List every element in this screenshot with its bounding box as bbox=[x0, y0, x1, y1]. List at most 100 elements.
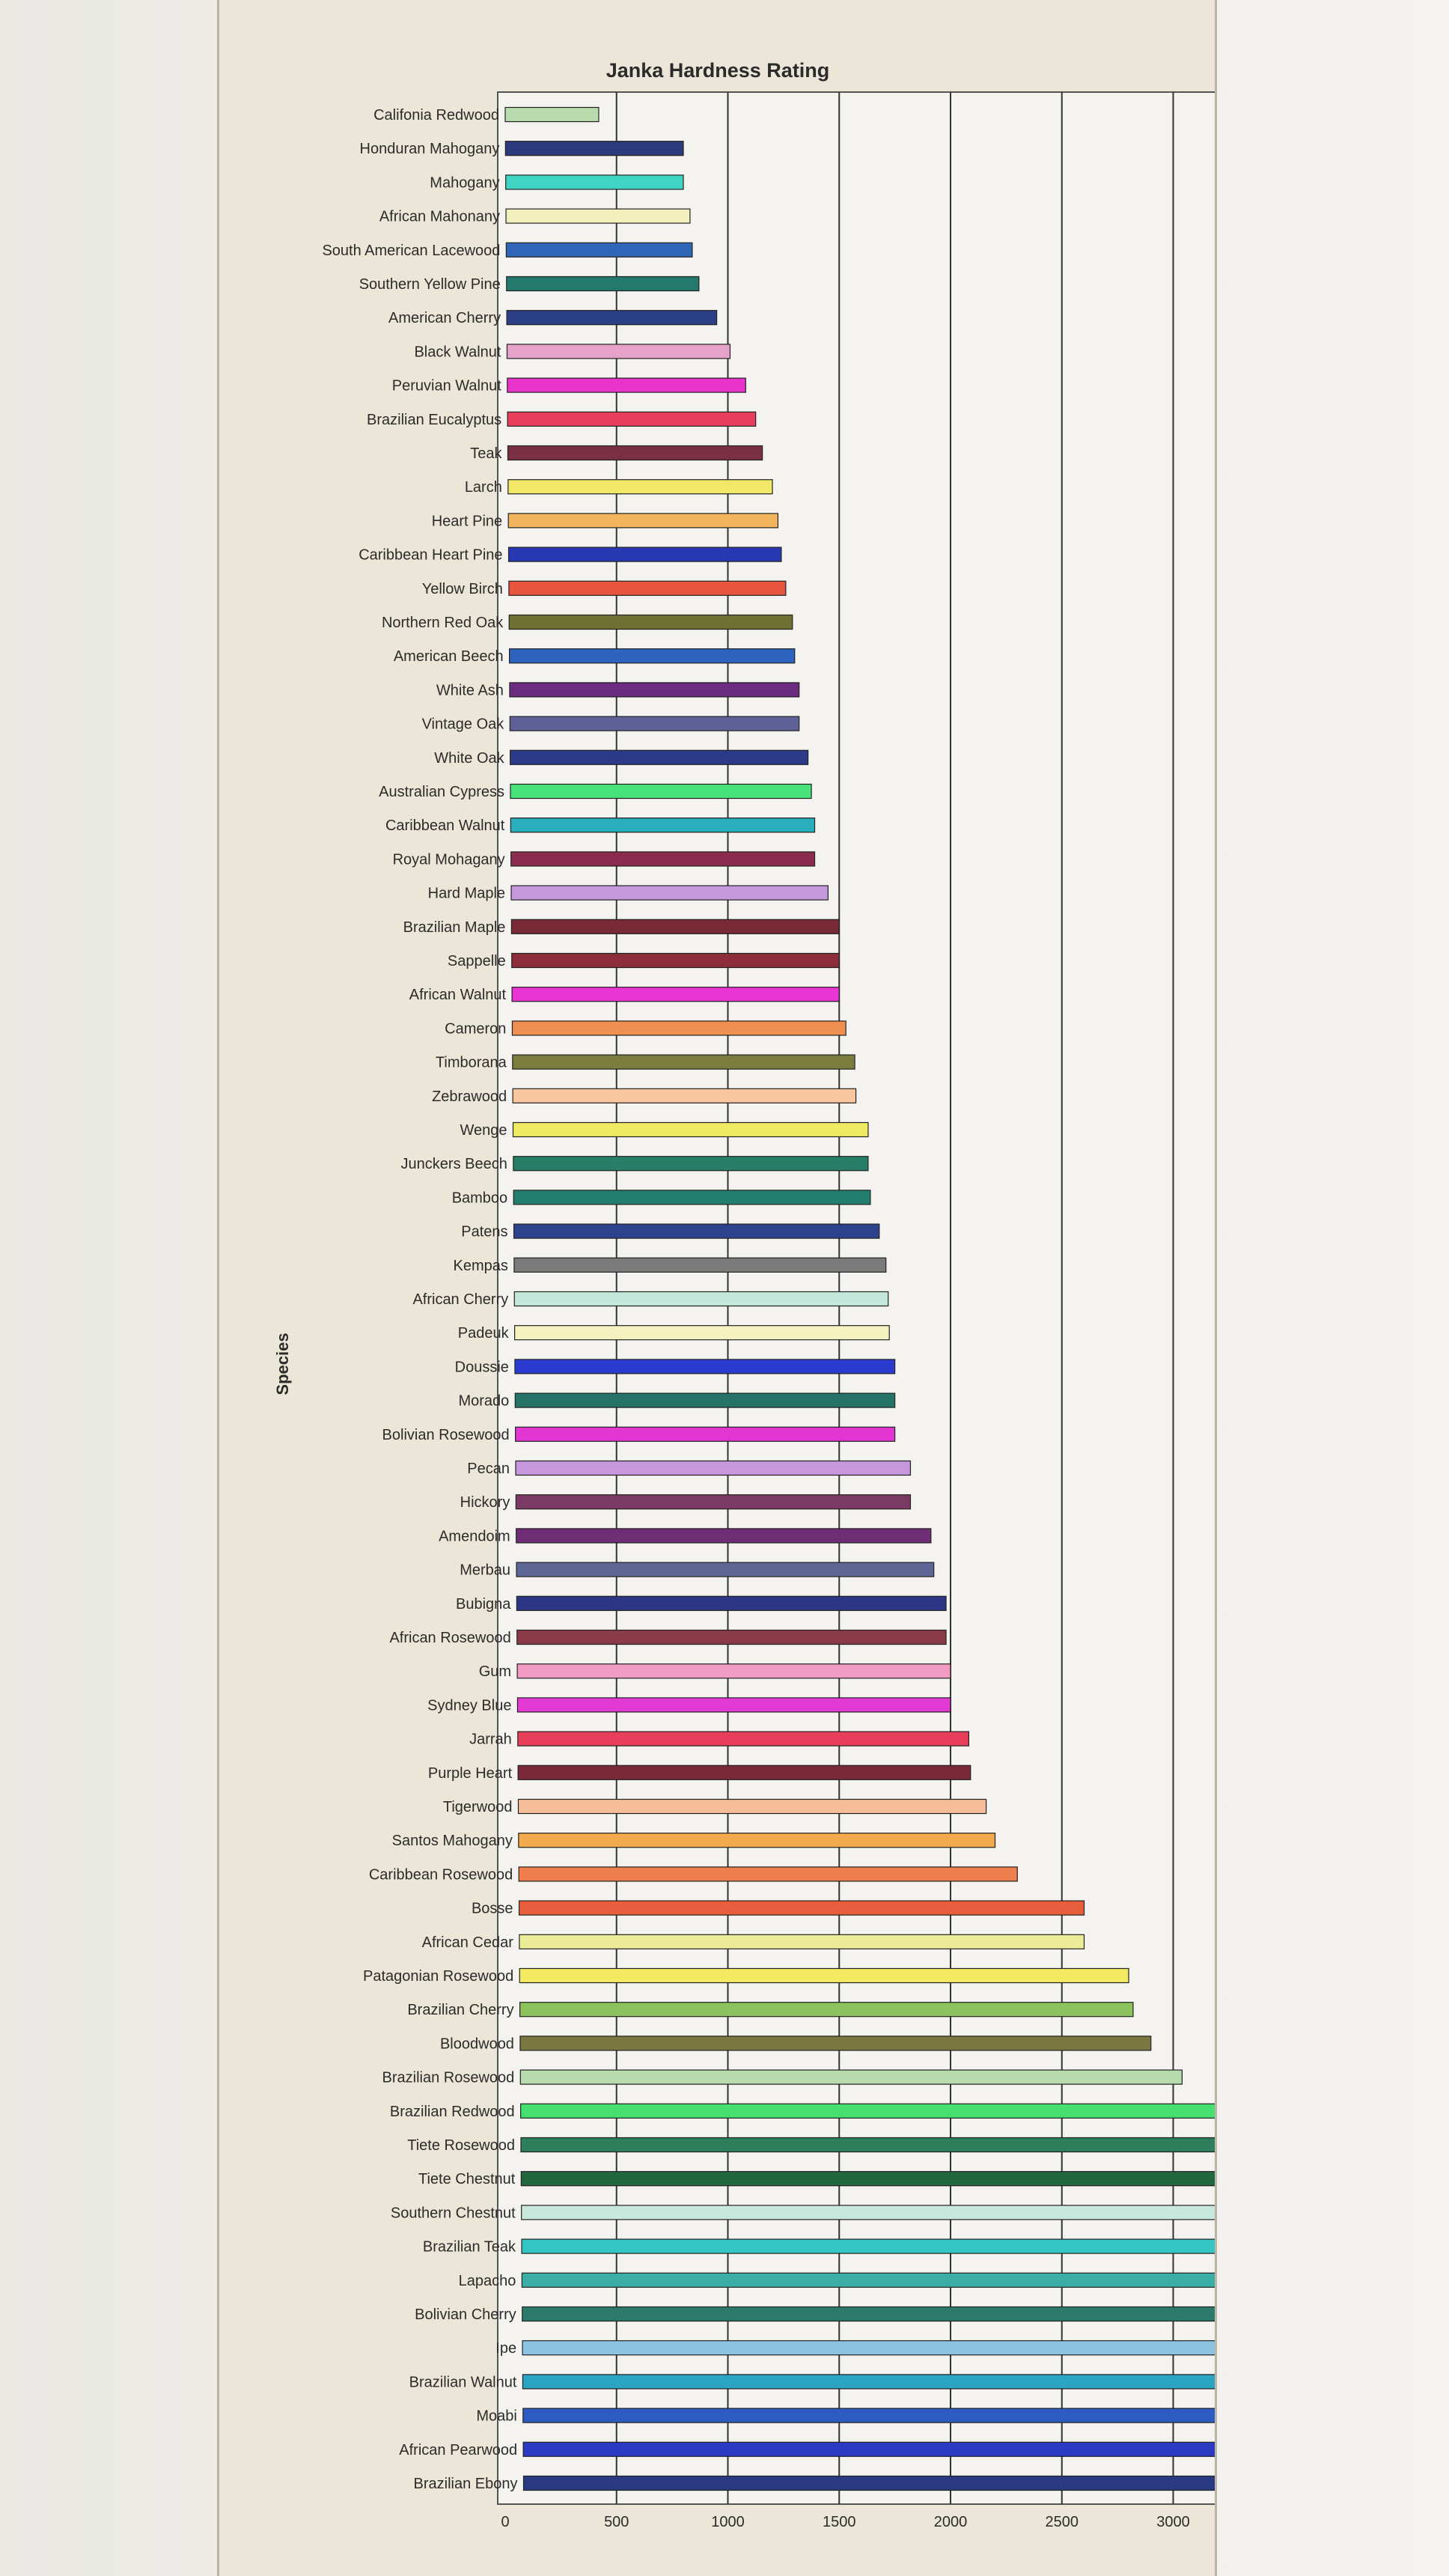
bar bbox=[522, 2475, 1215, 2491]
bar bbox=[510, 749, 809, 765]
bar bbox=[514, 1359, 896, 1374]
bar bbox=[506, 310, 718, 326]
bar bbox=[511, 952, 840, 969]
bar bbox=[521, 2205, 1215, 2220]
category-label: Pecan bbox=[467, 1461, 510, 1477]
category-label: Tigerwood bbox=[443, 1799, 513, 1815]
category-label: Junckers Beech bbox=[401, 1156, 507, 1172]
category-label: Patens bbox=[461, 1224, 507, 1240]
category-label: Caribbean Rosewood bbox=[369, 1866, 513, 1883]
bar bbox=[505, 174, 684, 190]
category-label: Santos Mahogany bbox=[392, 1833, 513, 1849]
category-label: Doussie bbox=[455, 1359, 509, 1375]
bar bbox=[506, 344, 731, 359]
bar bbox=[522, 2374, 1215, 2390]
category-label: Honduran Mahogany bbox=[360, 141, 500, 157]
bar bbox=[507, 377, 746, 393]
category-label: Hard Maple bbox=[428, 886, 505, 902]
bar bbox=[522, 2408, 1215, 2423]
bar bbox=[518, 1900, 1085, 1916]
bar bbox=[516, 1697, 951, 1713]
bar bbox=[507, 546, 782, 562]
x-tick-label: 500 bbox=[604, 2514, 629, 2530]
bars bbox=[504, 106, 1215, 2491]
bar bbox=[504, 106, 600, 123]
category-label: Merbau bbox=[460, 1562, 510, 1579]
category-label: White Oak bbox=[434, 750, 504, 767]
bar bbox=[519, 2069, 1183, 2085]
bar bbox=[517, 1798, 987, 1815]
category-label: American Cherry bbox=[388, 310, 501, 326]
bar bbox=[504, 141, 684, 156]
bar bbox=[522, 2441, 1215, 2457]
bar bbox=[519, 2002, 1134, 2018]
category-label: Gum bbox=[479, 1663, 511, 1680]
category-label: Zebrawood bbox=[432, 1088, 507, 1105]
bar bbox=[510, 885, 829, 901]
bar bbox=[513, 1223, 880, 1239]
category-label: African Cedar bbox=[422, 1934, 514, 1951]
category-label: Moabi bbox=[476, 2408, 516, 2425]
category-label: Tiete Chestnut bbox=[418, 2171, 516, 2187]
category-label: Peruvian Walnut bbox=[392, 378, 501, 395]
category-label: Morado bbox=[458, 1393, 509, 1410]
bar bbox=[507, 479, 773, 495]
category-label: Australian Cypress bbox=[379, 784, 504, 800]
category-label: Hickory bbox=[460, 1494, 510, 1511]
category-label: Sydney Blue bbox=[427, 1697, 511, 1714]
bar bbox=[516, 1595, 947, 1611]
category-label: Cameron bbox=[445, 1020, 506, 1037]
category-label: Bosse bbox=[472, 1901, 513, 1917]
bar bbox=[508, 580, 787, 596]
category-label: Jarrah bbox=[469, 1732, 512, 1748]
x-tick-label: 0 bbox=[501, 2514, 509, 2530]
category-label: Yellow Birch bbox=[422, 581, 503, 597]
category-label: African Walnut bbox=[409, 987, 507, 1003]
category-label: Amendoim bbox=[439, 1528, 510, 1544]
category-label: African Rosewood bbox=[389, 1630, 510, 1646]
category-label: Wenge bbox=[460, 1122, 507, 1139]
bar bbox=[519, 2035, 1152, 2051]
category-label: Tiete Rosewood bbox=[407, 2137, 515, 2154]
bar bbox=[505, 208, 691, 224]
bar bbox=[522, 2306, 1215, 2322]
bar bbox=[521, 2272, 1215, 2288]
category-label: White Ash bbox=[436, 682, 504, 698]
bar bbox=[515, 1460, 912, 1476]
category-label: Bamboo bbox=[452, 1190, 508, 1206]
bar bbox=[510, 919, 840, 934]
category-label: Califonia Redwood bbox=[373, 107, 499, 124]
category-label: African Cherry bbox=[412, 1291, 508, 1308]
category-label: Black Walnut bbox=[414, 344, 501, 360]
category-label: Kempas bbox=[454, 1258, 508, 1274]
category-labels: Califonia Redwood Honduran Mahogany Mahoga… bbox=[322, 107, 517, 2492]
category-label: Brazilian Teak bbox=[423, 2239, 516, 2256]
category-label: Bolivian Cherry bbox=[415, 2306, 516, 2323]
bar bbox=[511, 1020, 846, 1036]
category-label: Heart Pine bbox=[432, 513, 503, 529]
category-label: African Mahonany bbox=[379, 209, 500, 225]
bar bbox=[509, 682, 800, 698]
category-label: South American Lacewood bbox=[322, 243, 500, 259]
chart-title: Janka Hardness Rating bbox=[606, 59, 830, 82]
category-label: Caribbean Heart Pine bbox=[359, 547, 502, 564]
bar bbox=[513, 1291, 889, 1307]
category-label: Patagonian Rosewood bbox=[363, 1968, 513, 1985]
category-label: Brazilian Cherry bbox=[407, 2002, 513, 2018]
bar bbox=[519, 1967, 1129, 1984]
x-tick-label: 3000 bbox=[1156, 2514, 1190, 2530]
category-label: Southern Chestnut bbox=[391, 2205, 516, 2221]
category-label: Brazilian Walnut bbox=[409, 2374, 517, 2390]
bar bbox=[518, 1833, 996, 1848]
category-label: Brazilian Rosewood bbox=[382, 2070, 515, 2086]
bar bbox=[516, 1528, 932, 1544]
bar bbox=[514, 1325, 890, 1341]
bar bbox=[517, 1731, 969, 1747]
bar bbox=[520, 2137, 1215, 2153]
bar bbox=[512, 1121, 869, 1138]
bar bbox=[507, 445, 763, 461]
x-tick-label: 2000 bbox=[934, 2514, 968, 2530]
bar bbox=[520, 2103, 1215, 2119]
category-label: Caribbean Walnut bbox=[385, 817, 505, 834]
category-label: Teak bbox=[470, 445, 502, 462]
